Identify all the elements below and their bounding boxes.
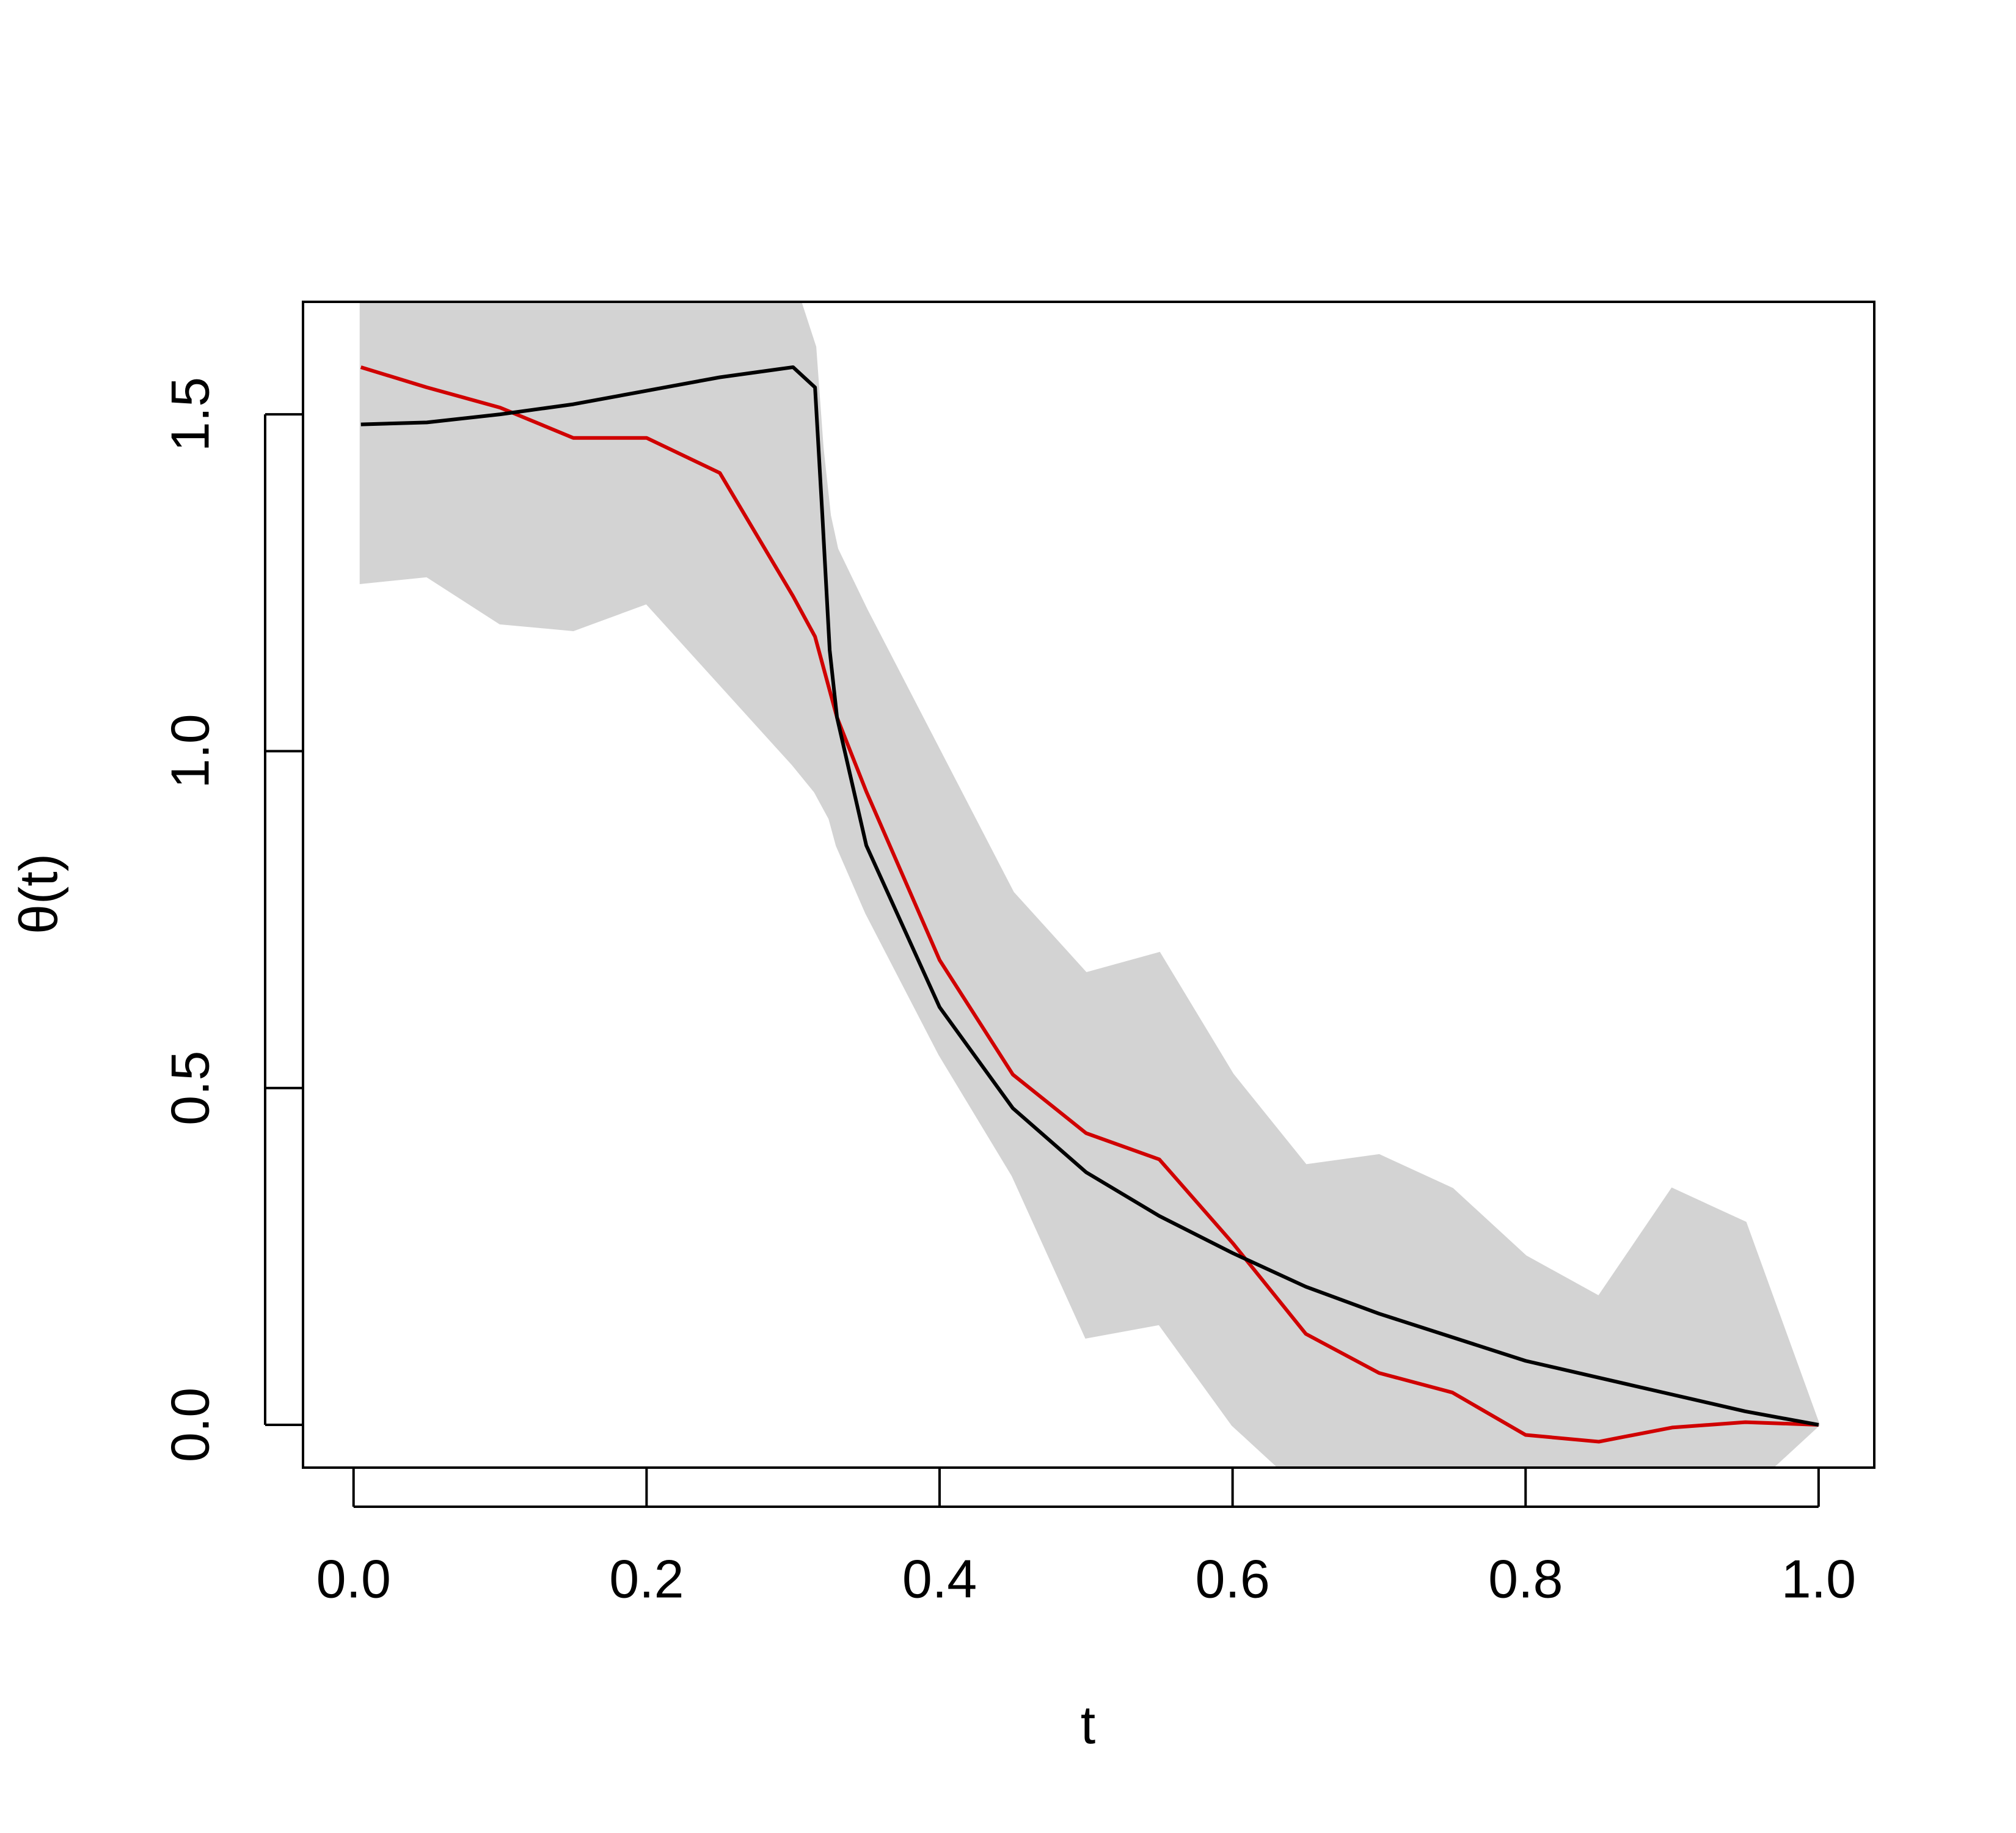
x-axis-label: t	[1081, 1694, 1095, 1755]
envelope-band	[359, 302, 1821, 1468]
y-tick-label: 0.0	[159, 1388, 220, 1462]
series-line	[360, 365, 1819, 1444]
y-tick-label: 0.5	[159, 1051, 220, 1125]
x-tick-label: 0.4	[902, 1548, 977, 1609]
y-tick-label: 1.5	[159, 377, 220, 452]
y-axis-label: θ(t)	[8, 854, 68, 934]
plot-area	[359, 302, 1821, 1468]
plot-frame	[302, 301, 1875, 1469]
x-tick-label: 1.0	[1781, 1548, 1856, 1609]
x-tick-label: 0.0	[316, 1548, 391, 1609]
x-tick-label: 0.6	[1195, 1548, 1269, 1609]
x-tick-label: 0.2	[609, 1548, 684, 1609]
series-line	[360, 365, 1819, 1427]
y-tick-label: 1.0	[159, 714, 220, 788]
x-tick-label: 0.8	[1488, 1548, 1563, 1609]
